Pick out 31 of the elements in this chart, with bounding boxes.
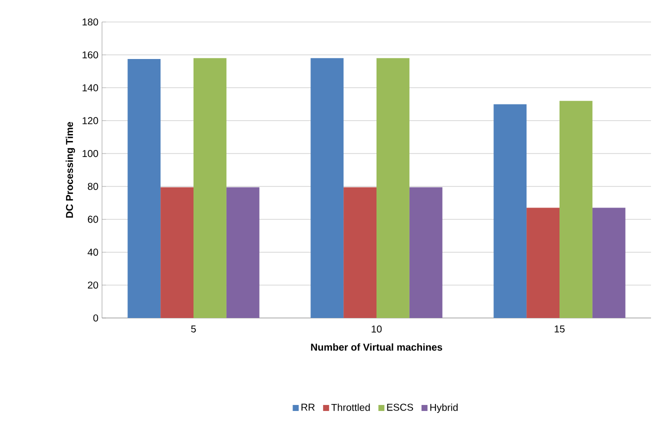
bar [592, 208, 626, 318]
legend-label: Throttled [331, 404, 370, 411]
y-tick-label: 120 [82, 117, 98, 124]
bar [194, 58, 226, 318]
x-axis-title: Number of Virtual machines [311, 343, 442, 351]
legend-label: RR [302, 404, 315, 411]
y-tick-label: 180 [82, 18, 98, 26]
bar [344, 187, 377, 318]
x-tick-label: 15 [554, 325, 565, 332]
x-tick-label: 5 [191, 325, 196, 332]
bar [128, 58, 161, 318]
bar [560, 100, 592, 318]
x-tick-label: 10 [372, 325, 382, 333]
legend-label: Hybrid [430, 404, 458, 413]
y-tick-label: 40 [88, 248, 98, 256]
y-tick-label: 60 [88, 216, 98, 223]
y-tick-label: 20 [88, 282, 98, 289]
bar [376, 58, 410, 318]
y-axis-title: DC Processing Time [66, 122, 76, 218]
y-tick-label: 100 [82, 150, 98, 158]
y-tick-label: 160 [82, 51, 98, 58]
y-tick-label: 140 [82, 84, 98, 92]
bar [526, 208, 560, 318]
bar [226, 187, 260, 318]
bar [494, 104, 527, 318]
bar [310, 58, 344, 318]
y-tick-label: 80 [88, 182, 98, 190]
y-tick-label: 0 [93, 314, 98, 322]
bar [160, 187, 194, 318]
legend-label: ESCS [387, 404, 414, 411]
bar [409, 187, 442, 318]
